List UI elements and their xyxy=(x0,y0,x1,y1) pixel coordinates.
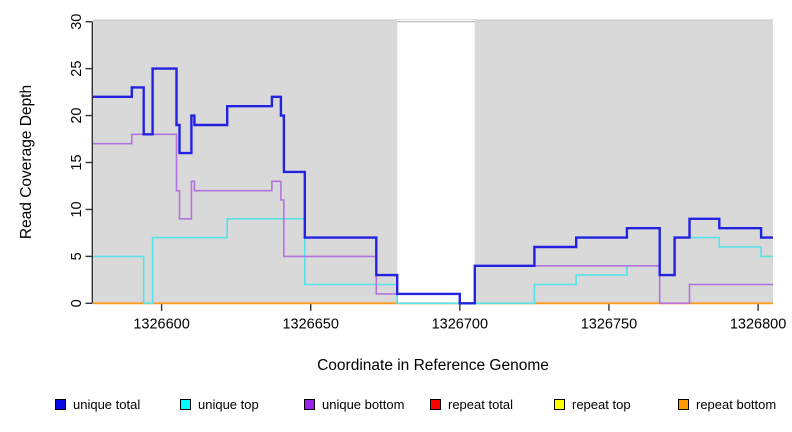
x-tick-label: 1326600 xyxy=(133,316,189,332)
legend-swatch-icon xyxy=(304,399,315,410)
legend-item-unique-total: unique total xyxy=(55,397,140,412)
y-tick-label: 10 xyxy=(69,201,85,217)
x-tick-label: 1326800 xyxy=(730,316,786,332)
legend-swatch-icon xyxy=(678,399,689,410)
x-tick-label: 1326700 xyxy=(432,316,488,332)
y-tick-label: 5 xyxy=(69,252,85,260)
legend-item-unique-bottom: unique bottom xyxy=(304,397,404,412)
legend-label: repeat bottom xyxy=(696,397,777,412)
legend-item-unique-top: unique top xyxy=(180,397,259,412)
series-line-unique-total xyxy=(93,67,773,305)
legend-label: unique top xyxy=(198,397,259,412)
legend-swatch-icon xyxy=(55,399,66,410)
series-line-unique-top xyxy=(93,218,773,305)
y-tick-label: 30 xyxy=(69,14,85,30)
legend-swatch-icon xyxy=(430,399,441,410)
y-axis-label: Read Coverage Depth xyxy=(18,84,35,240)
legend-item-repeat-total: repeat total xyxy=(430,397,513,412)
legend: unique total unique top unique bottom repea… xyxy=(0,397,792,419)
series-line-unique-bottom xyxy=(93,133,773,305)
x-tick-label: 1326750 xyxy=(581,316,637,332)
legend-swatch-icon xyxy=(180,399,191,410)
legend-label: unique total xyxy=(73,397,141,412)
legend-label: repeat total xyxy=(448,397,514,412)
y-tick-label: 20 xyxy=(69,107,85,123)
y-tick-label: 25 xyxy=(69,61,85,77)
no-data-region xyxy=(397,20,475,304)
legend-label: repeat top xyxy=(572,397,631,412)
legend-item-repeat-top: repeat top xyxy=(554,397,631,412)
legend-swatch-icon xyxy=(554,399,565,410)
legend-item-repeat-bottom: repeat bottom xyxy=(678,397,776,412)
y-tick-label: 0 xyxy=(69,299,85,307)
y-tick-label: 15 xyxy=(69,154,85,170)
legend-label: unique bottom xyxy=(322,397,405,412)
x-tick-label: 1326650 xyxy=(282,316,338,332)
x-axis-label: Coordinate in Reference Genome xyxy=(317,357,549,374)
